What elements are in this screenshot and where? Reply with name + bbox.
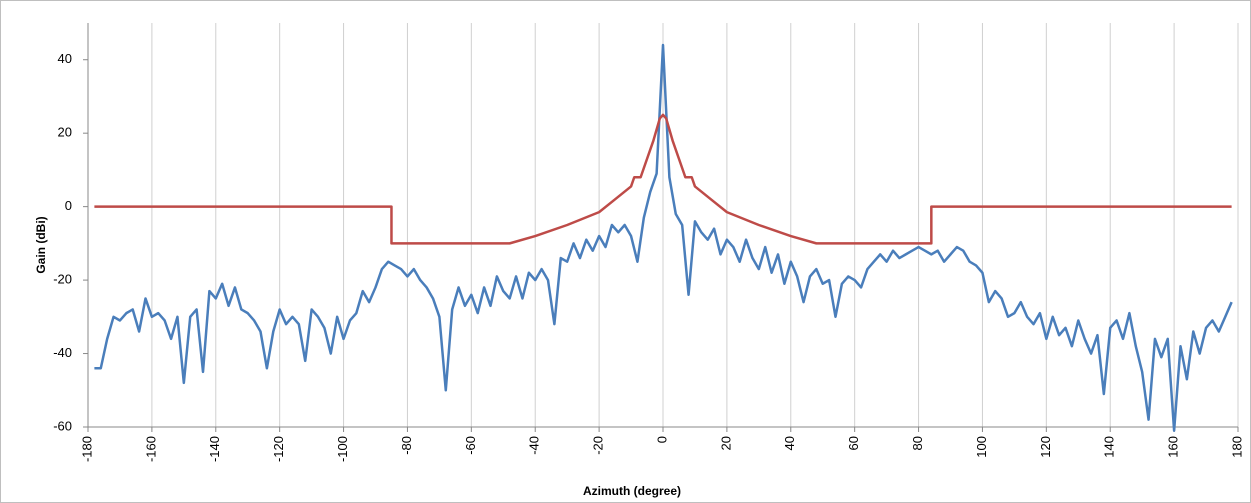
x-tick-label: 80 xyxy=(910,436,925,450)
y-tick-label: 0 xyxy=(65,198,72,213)
y-axis-title: Gain (dBi) xyxy=(34,216,48,273)
x-tick-label: -140 xyxy=(207,436,222,462)
x-tick-label: -20 xyxy=(591,436,606,455)
data-line xyxy=(94,43,1233,432)
x-tick-label: -40 xyxy=(527,436,542,455)
x-tick-label: 140 xyxy=(1102,436,1117,458)
x-tick-label: 180 xyxy=(1229,436,1244,458)
x-tick-label: 20 xyxy=(718,436,733,450)
x-tick-label: -60 xyxy=(463,436,478,455)
x-tick-label: -180 xyxy=(79,436,94,462)
x-tick-label: 120 xyxy=(1038,436,1053,458)
x-tick-label: -160 xyxy=(143,436,158,462)
y-tick-label: -40 xyxy=(53,345,72,360)
y-tick-label: 20 xyxy=(58,125,72,140)
y-tick-label: -60 xyxy=(53,418,72,433)
x-tick-label: 0 xyxy=(654,436,669,443)
x-tick-label: -120 xyxy=(271,436,286,462)
x-tick-label: -80 xyxy=(399,436,414,455)
x-tick-label: 60 xyxy=(846,436,861,450)
x-tick-label: 40 xyxy=(782,436,797,450)
y-tick-label: -20 xyxy=(53,272,72,287)
data-line xyxy=(94,113,1232,245)
x-tick-label: 100 xyxy=(974,436,989,458)
y-tick-label: 40 xyxy=(58,51,72,66)
x-tick-label: 160 xyxy=(1166,436,1181,458)
x-tick-label: -100 xyxy=(335,436,350,462)
x-axis-title: Azimuth (degree) xyxy=(583,484,681,498)
